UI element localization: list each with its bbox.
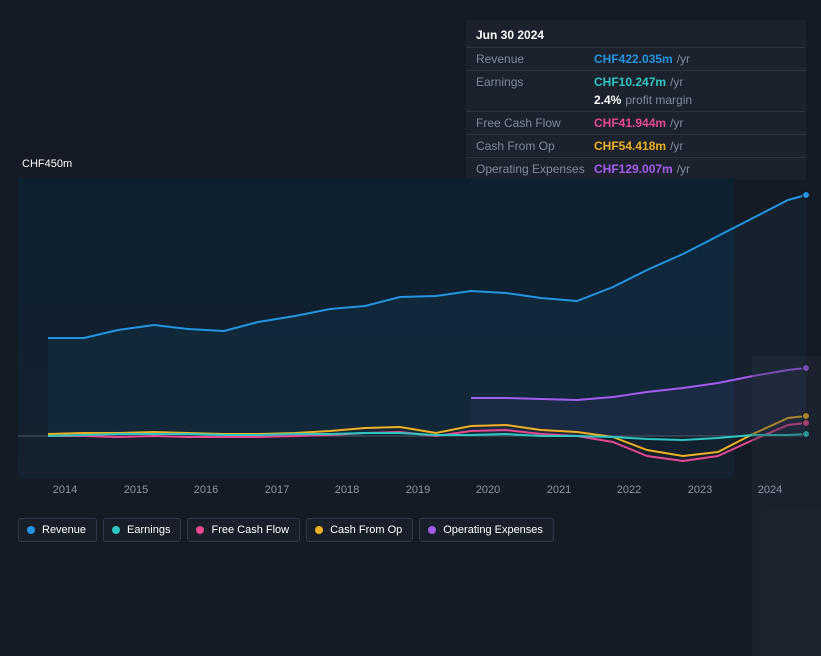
x-axis-tick: 2015 <box>124 484 148 496</box>
tooltip-row: Operating ExpensesCHF129.007m/yr <box>466 157 806 180</box>
tooltip-row-label: Revenue <box>476 52 594 66</box>
legend-item-revenue[interactable]: Revenue <box>18 518 97 542</box>
tooltip-row-unit: /yr <box>677 162 690 176</box>
legend-item-operating-expenses[interactable]: Operating Expenses <box>419 518 554 542</box>
legend-item-earnings[interactable]: Earnings <box>103 518 181 542</box>
legend-item-label: Free Cash Flow <box>211 524 289 536</box>
legend-dot-icon <box>196 526 204 534</box>
tooltip-row-label: Earnings <box>476 75 594 89</box>
legend-item-label: Revenue <box>42 524 86 536</box>
legend-item-label: Operating Expenses <box>443 524 543 536</box>
tooltip-row-label: Cash From Op <box>476 139 594 153</box>
x-axis-tick: 2021 <box>547 484 571 496</box>
legend-dot-icon <box>27 526 35 534</box>
tooltip-row-value: 2.4% <box>594 93 621 107</box>
legend-item-label: Cash From Op <box>330 524 402 536</box>
x-axis-tick: 2017 <box>265 484 289 496</box>
legend-dot-icon <box>112 526 120 534</box>
legend-dot-icon <box>428 526 436 534</box>
tooltip-row-value: CHF129.007m <box>594 162 673 176</box>
x-axis-tick: 2018 <box>335 484 359 496</box>
chart-legend: Revenue Earnings Free Cash Flow Cash From O… <box>18 518 554 542</box>
chart-svg <box>18 178 810 478</box>
chart-tooltip: Jun 30 2024 RevenueCHF422.035m/yrEarning… <box>466 20 806 180</box>
tooltip-row-label: Operating Expenses <box>476 162 594 176</box>
series-marker <box>803 192 810 199</box>
tooltip-row-value: CHF10.247m <box>594 75 666 89</box>
tooltip-title: Jun 30 2024 <box>466 26 806 47</box>
legend-item-free-cash-flow[interactable]: Free Cash Flow <box>187 518 300 542</box>
tooltip-row: Free Cash FlowCHF41.944m/yr <box>466 111 806 134</box>
tooltip-row-unit: /yr <box>670 139 683 153</box>
x-axis-tick: 2014 <box>53 484 77 496</box>
x-axis-tick: 2016 <box>194 484 218 496</box>
x-axis-tick: 2019 <box>406 484 430 496</box>
y-axis-label: CHF450m <box>22 158 72 170</box>
tooltip-row-label: Free Cash Flow <box>476 116 594 130</box>
tooltip-row-unit: /yr <box>670 75 683 89</box>
financials-chart <box>18 178 810 478</box>
tooltip-row: RevenueCHF422.035m/yr <box>466 47 806 70</box>
tooltip-row: Cash From OpCHF54.418m/yr <box>466 134 806 157</box>
tooltip-row-unit: profit margin <box>625 93 692 107</box>
x-axis-tick: 2020 <box>476 484 500 496</box>
legend-item-label: Earnings <box>127 524 170 536</box>
tooltip-row-value: CHF422.035m <box>594 52 673 66</box>
x-axis-tick: 2022 <box>617 484 641 496</box>
tooltip-row-value: CHF41.944m <box>594 116 666 130</box>
legend-dot-icon <box>315 526 323 534</box>
x-axis-tick: 2023 <box>688 484 712 496</box>
chart-forecast-band <box>752 356 821 656</box>
tooltip-row-value: CHF54.418m <box>594 139 666 153</box>
legend-item-cash-from-op[interactable]: Cash From Op <box>306 518 413 542</box>
tooltip-row: 2.4% profit margin <box>466 93 806 111</box>
tooltip-row-unit: /yr <box>677 52 690 66</box>
x-axis-tick: 2024 <box>758 484 782 496</box>
tooltip-row: EarningsCHF10.247m/yr <box>466 70 806 93</box>
tooltip-row-unit: /yr <box>670 116 683 130</box>
